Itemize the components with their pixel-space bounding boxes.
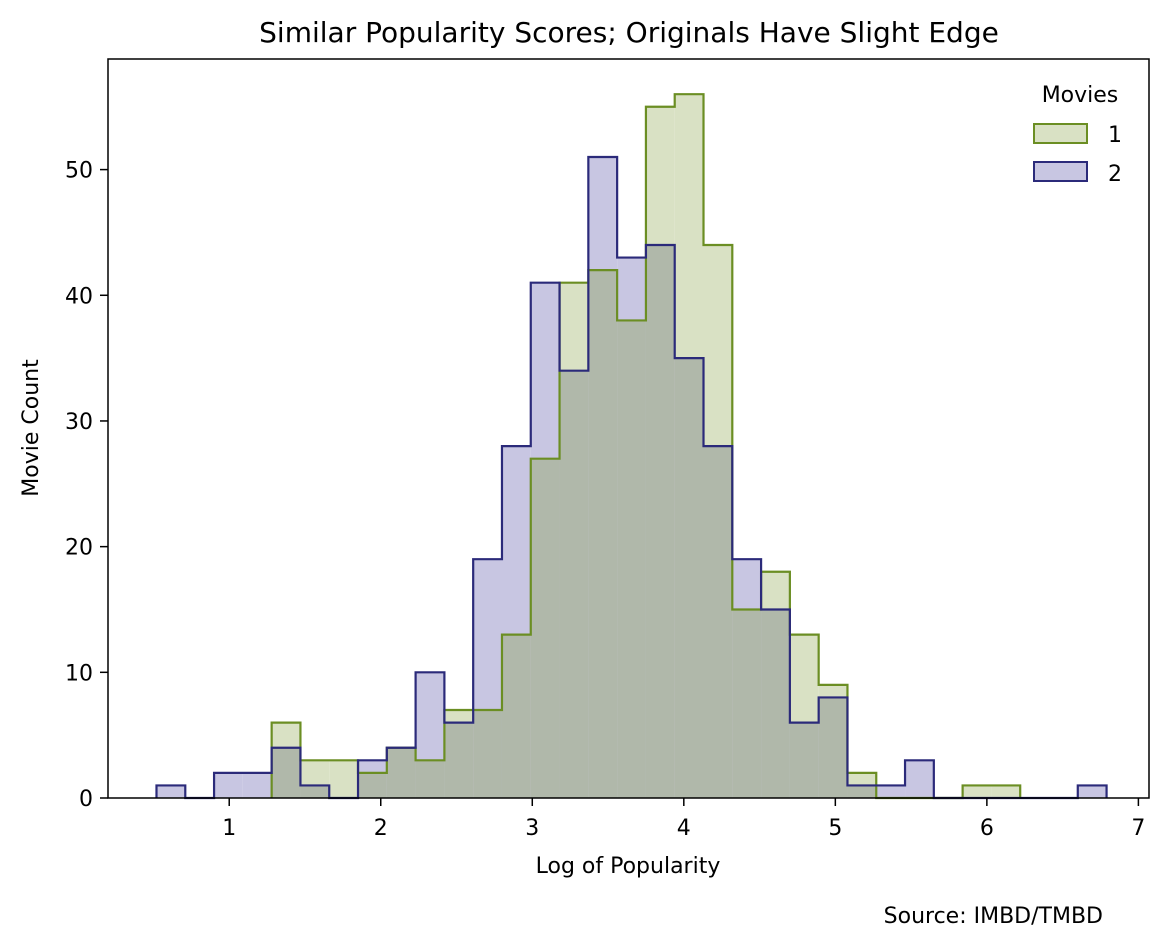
bar-overlap [444,722,474,798]
bar-overlap [473,710,502,798]
x-tick-label: 5 [828,816,842,841]
bar-series-2 [242,772,272,798]
bar-overlap [818,697,848,798]
legend-swatch-1 [1033,123,1088,144]
bar-series-2 [214,772,243,798]
plot-frame [107,58,1150,799]
x-axis-label: Log of Popularity [536,854,721,879]
bar-overlap [703,446,733,798]
bar-overlap [674,358,704,798]
bar-overlap [847,785,877,798]
bar-series-2 [905,760,934,798]
legend-swatch-2 [1033,161,1088,182]
y-axis-label: Movie Count [19,359,44,497]
bar-overlap [645,245,675,798]
histogram-bars [155,93,1108,800]
bar-overlap [732,609,762,798]
y-tick-label: 10 [65,661,93,686]
bar-overlap [415,760,445,798]
y-axis-ticks: 0 10 20 30 40 50 [65,159,108,812]
bar-overlap [617,320,646,798]
y-tick-label: 20 [65,536,93,561]
bar-series-2 [876,785,906,798]
bar-overlap [271,747,301,798]
bar-overlap [300,785,330,798]
bar-series-2 [1077,785,1107,798]
y-tick-label: 40 [65,284,93,309]
x-tick-label: 1 [222,816,236,841]
bar-overlap [501,634,531,798]
bar-overlap [761,609,790,798]
x-axis-ticks: 1 2 3 4 5 6 7 [222,798,1145,841]
x-tick-label: 3 [525,816,539,841]
bar-series-1 [329,760,359,798]
x-tick-label: 7 [1131,816,1145,841]
chart-title: Similar Popularity Scores; Originals Hav… [259,16,999,49]
bar-overlap [559,370,589,798]
bar-series-1 [962,785,992,798]
y-tick-label: 50 [65,159,93,184]
legend: Movies 1 2 [1033,83,1122,187]
source-note: Source: IMBD/TMBD [884,904,1103,929]
x-tick-label: 2 [374,816,388,841]
bar-overlap [358,772,387,798]
legend-title: Movies [1042,83,1119,108]
bar-overlap [386,747,416,798]
step-outline-series-2 [155,155,1108,800]
x-tick-label: 6 [980,816,994,841]
bar-series-2 [156,785,186,798]
x-tick-label: 4 [677,816,691,841]
bar-overlap [588,270,618,799]
bar-overlap [530,458,560,798]
bar-series-1 [991,785,1021,798]
legend-label-2: 2 [1108,162,1122,187]
y-tick-label: 30 [65,410,93,435]
y-tick-label: 0 [79,787,93,812]
legend-label-1: 1 [1108,123,1122,148]
bar-overlap [789,722,819,798]
